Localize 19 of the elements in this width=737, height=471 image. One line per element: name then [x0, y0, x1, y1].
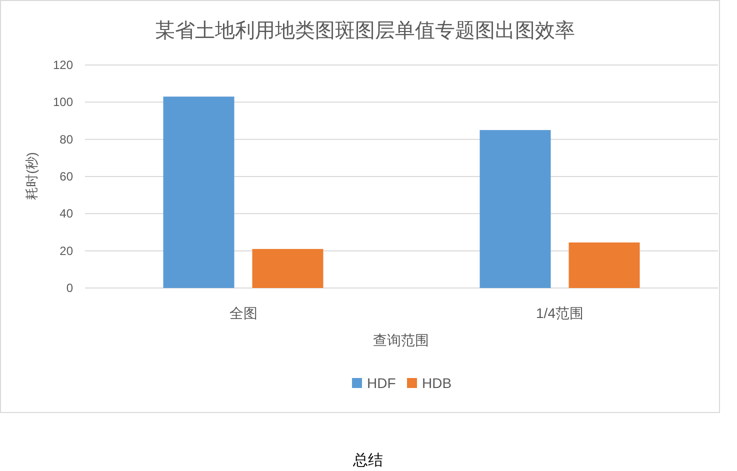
legend-label: HDF — [367, 375, 396, 391]
y-tick-label: 40 — [60, 206, 74, 221]
y-tick-label: 80 — [60, 132, 74, 146]
y-tick-label: 0 — [66, 281, 74, 295]
y-axis-title: 耗时(秒) — [24, 152, 39, 200]
x-tick-label: 全图 — [229, 305, 258, 321]
x-axis-title: 查询范围 — [373, 332, 429, 348]
bar — [252, 248, 324, 288]
y-tick-label: 60 — [60, 170, 74, 184]
bar — [480, 130, 551, 288]
bar — [163, 96, 234, 288]
y-tick-label: 120 — [52, 58, 74, 72]
y-tick-label: 20 — [60, 244, 74, 258]
y-tick-label: 100 — [52, 95, 74, 110]
bar — [568, 242, 640, 288]
text: 总结 — [352, 452, 383, 469]
legend-label: HDB — [422, 375, 452, 391]
x-tick-label: 1/4范围 — [536, 305, 584, 321]
chart-title: 某省土地利用地类图斑图层单值专题图出图效率 — [155, 20, 575, 42]
